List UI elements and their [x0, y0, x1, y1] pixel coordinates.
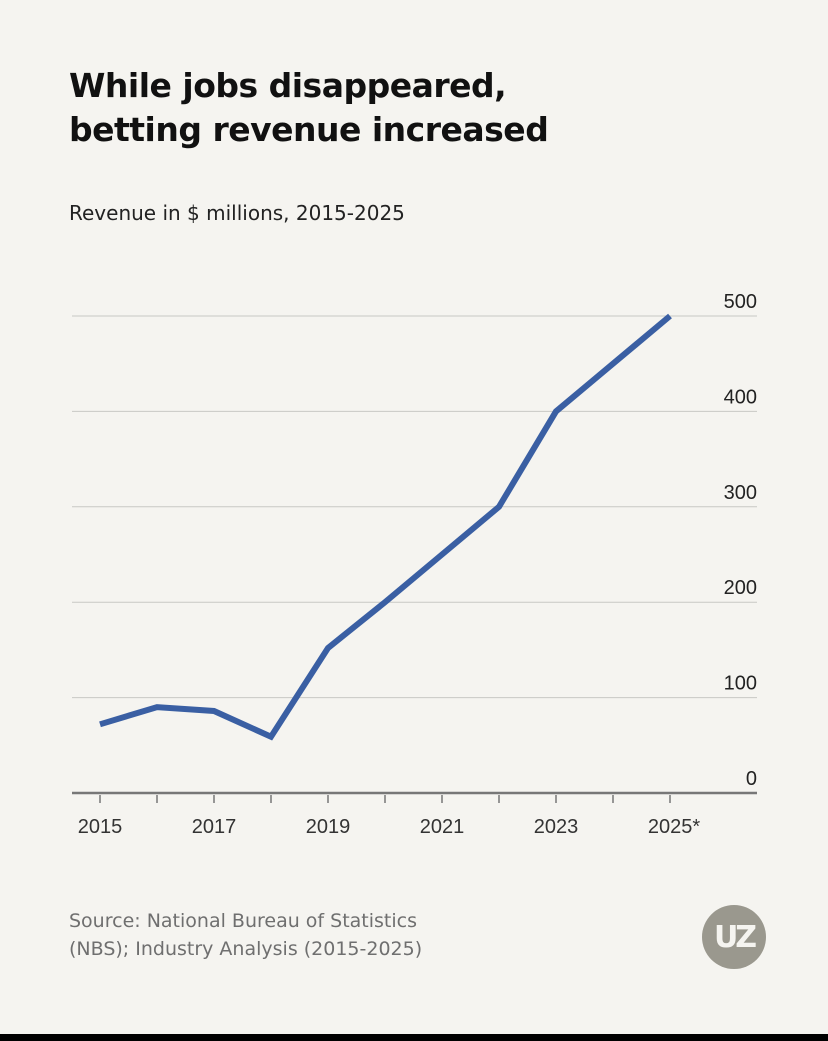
publisher-logo: UZ — [702, 905, 766, 969]
x-tick-label: 2015 — [78, 816, 123, 838]
chart-title: While jobs disappeared, betting revenue … — [69, 64, 549, 152]
y-tick-label: 100 — [724, 673, 757, 695]
y-tick-label: 0 — [746, 768, 757, 790]
logo-text: UZ — [713, 919, 757, 955]
y-tick-label: 400 — [724, 386, 757, 408]
y-tick-label: 500 — [724, 291, 757, 313]
title-line-2: betting revenue increased — [69, 110, 549, 149]
line-chart: 0 100 200 300 400 500 2015 2017 2019 2021 2023 2025… — [72, 291, 757, 838]
x-tick-label: 2023 — [534, 816, 579, 838]
title-line-1: While jobs disappeared, — [69, 66, 507, 105]
source-line-1: Source: National Bureau of Statistics — [69, 910, 418, 932]
bottom-bar — [0, 1034, 828, 1041]
revenue-series-line — [99, 313, 672, 741]
y-tick-label: 200 — [724, 577, 757, 599]
x-tick-label: 2017 — [192, 816, 237, 838]
source-line-2: (NBS); Industry Analysis (2015-2025) — [69, 938, 423, 960]
x-tick-label: 2021 — [420, 816, 465, 838]
chart-subtitle: Revenue in $ millions, 2015-2025 — [69, 201, 405, 225]
x-tick-label: 2025* — [648, 816, 700, 838]
source-note: Source: National Bureau of Statistics (N… — [69, 907, 422, 963]
y-tick-label: 300 — [724, 482, 757, 504]
x-tick-label: 2019 — [306, 816, 351, 838]
